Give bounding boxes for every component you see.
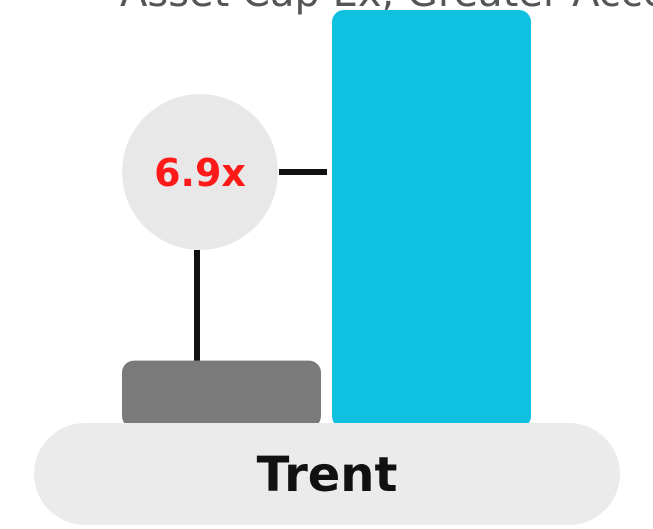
bar-before: [122, 360, 321, 428]
category-label-trent: Trent: [257, 447, 398, 503]
category-pill: [34, 423, 620, 525]
multiplier-circle: [122, 94, 278, 250]
bar-after: [332, 10, 531, 428]
multiplier-label: 6.9x: [154, 151, 246, 195]
